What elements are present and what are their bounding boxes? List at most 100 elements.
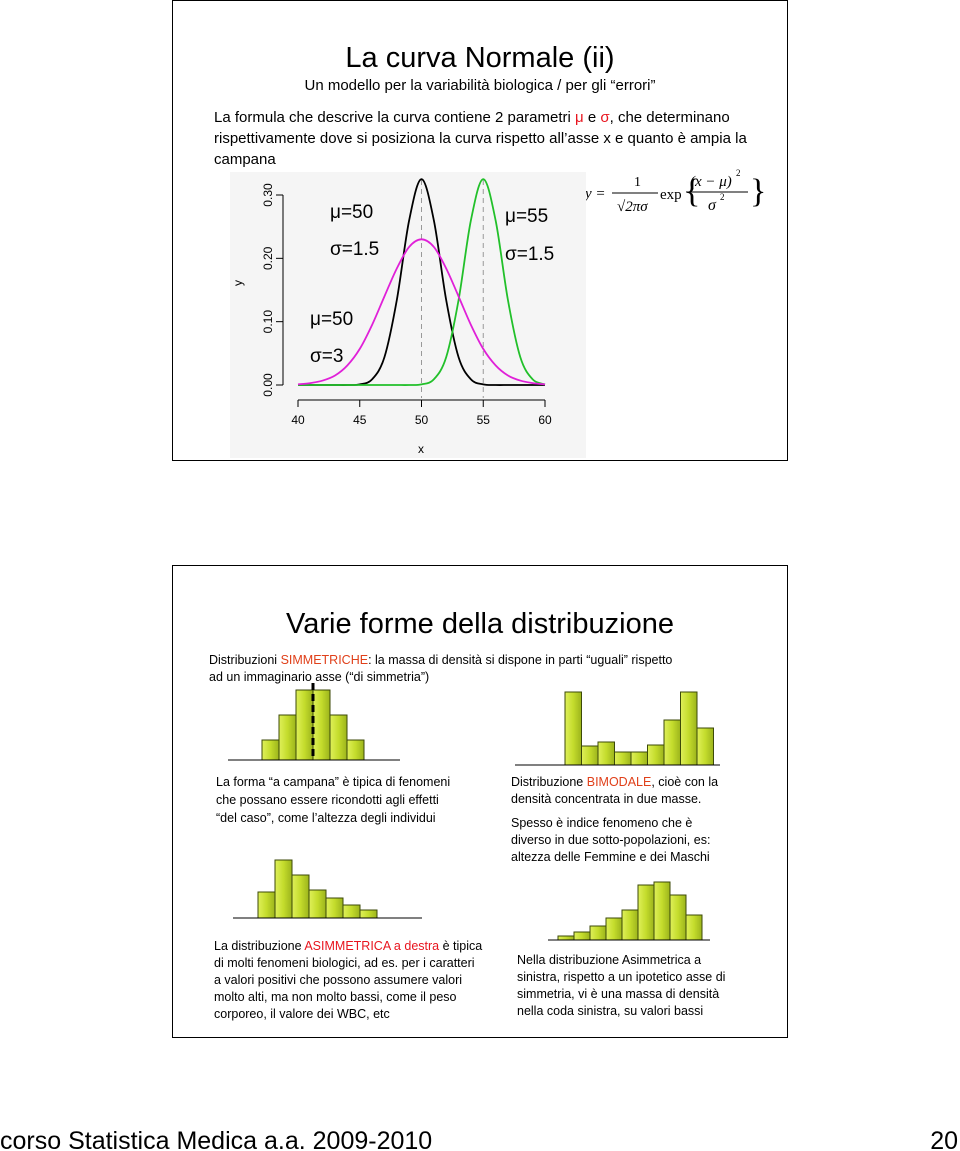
text-run: rispettivamente dove si posiziona la cur… (214, 130, 747, 147)
histogram-bar (605, 917, 623, 941)
text-line: nella coda sinistra, su valori bassi (517, 1004, 703, 1018)
histogram-bar (614, 751, 632, 766)
histogram-bar (573, 931, 591, 941)
x-tick-label: 55 (477, 413, 491, 427)
histogram-bar (680, 691, 698, 766)
highlight: ASIMMETRICA a destra (304, 939, 439, 953)
formula-denominator: √2πσ (617, 199, 648, 215)
curve-annotation: μ=50 (310, 309, 353, 330)
histogram-bar (685, 914, 703, 941)
text-run: molto alti, ma non molto bassi, come il … (214, 990, 457, 1004)
x-tick-label: 50 (415, 413, 429, 427)
text-run: Distribuzione (511, 775, 587, 789)
text-block: Spesso è indice fenomeno che è diverso i… (511, 816, 714, 864)
text-line: diverso in due sotto-popolazioni, es: (511, 833, 710, 847)
text-line: corporeo, il valore dei WBC, etc (214, 1007, 390, 1021)
density-curve (298, 178, 546, 386)
y-tick-label: 0.20 (261, 246, 275, 270)
histogram-bar (564, 691, 582, 766)
text-line: a valori positivi che possono assumere v… (214, 973, 462, 987)
text-run: Distribuzioni (209, 653, 281, 667)
histogram-bar (329, 714, 348, 761)
density-curve (297, 238, 546, 386)
text-line: simmetria, vi è una massa di densità (517, 987, 719, 1001)
paragraph-line: campana (214, 151, 276, 168)
formula-power: 2 (736, 168, 741, 178)
highlight: μ (575, 109, 584, 126)
histograms (228, 689, 720, 941)
formula-function: exp (660, 187, 682, 203)
x-tick-label: 40 (291, 413, 305, 427)
brace: } (750, 173, 766, 210)
histogram-bar (557, 935, 575, 941)
slide-subtitle: Un modello per la variabilità biologica … (305, 77, 656, 94)
y-tick-label: 0.30 (261, 183, 275, 207)
y-tick-label: 0.00 (261, 373, 275, 397)
histogram-bar (669, 894, 687, 941)
curve-annotation: σ=1.5 (330, 239, 379, 260)
histogram-bar (653, 881, 671, 941)
histogram-bar (325, 897, 344, 919)
histogram-bar (621, 909, 639, 941)
text-run: corporeo, il valore dei WBC, etc (214, 1007, 390, 1021)
text-run: La distribuzione (214, 939, 304, 953)
footer-page-number: 20 (930, 1127, 958, 1151)
histogram-bar (696, 727, 714, 766)
slide-title: La curva Normale (ii) (345, 42, 614, 74)
histogram-bar (581, 745, 599, 766)
text-line: densità concentrata in due masse. (511, 792, 701, 806)
text-line: La forma “a campana” è tipica di fenomen… (216, 775, 450, 789)
histogram-bar (663, 719, 681, 766)
y-axis-label: y (231, 280, 245, 286)
text-run: e (584, 109, 601, 126)
formula-power: 2 (720, 192, 725, 202)
text-block: La forma “a campana” è tipica di fenomen… (216, 775, 454, 825)
text-run: di molti fenomeni biologici, ad es. per … (214, 956, 475, 970)
curve-annotation: μ=50 (330, 202, 373, 223)
text-run: ad un immaginario asse (“di simmetria”) (209, 670, 429, 684)
histogram-bar (257, 891, 276, 919)
text-block: Nella distribuzione Asimmetrica a sinist… (517, 953, 729, 1018)
text-line: che possano essere ricondotti agli effet… (216, 793, 439, 807)
histogram-bar (346, 739, 365, 761)
formula: y = 1 √2πσ exp { (x − μ) 2 σ 2 } (583, 168, 766, 215)
paragraph-line: La formula che descrive la curva contien… (214, 109, 730, 126)
footer-left: corso Statistica Medica a.a. 2009-2010 (0, 1127, 432, 1151)
histogram-bar (308, 889, 327, 919)
slide-title: Varie forme della distribuzione (286, 608, 674, 640)
text-run: La formula che descrive la curva contien… (214, 109, 575, 126)
text-line: Nella distribuzione Asimmetrica a (517, 953, 701, 967)
curve-annotation: μ=55 (505, 206, 548, 227)
text-run: campana (214, 151, 276, 168)
formula-numerator: 1 (634, 175, 641, 190)
x-tick-label: 60 (538, 413, 552, 427)
histogram-bar (274, 859, 293, 919)
text-run: : la massa di densità si dispone in part… (368, 653, 672, 667)
text-run: , cioè con la (651, 775, 718, 789)
text-line: La distribuzione ASIMMETRICA a destra è … (214, 939, 482, 953)
histogram-bar (312, 689, 331, 761)
formula-exp-denominator: σ (708, 197, 717, 214)
histogram-bar (589, 925, 607, 941)
text-run: , che determinano (610, 109, 730, 126)
text-run: densità concentrata in due masse. (511, 792, 701, 806)
text-line: Spesso è indice fenomeno che è (511, 816, 692, 830)
text-line: altezza delle Femmine e dei Maschi (511, 850, 710, 864)
histogram-bar (647, 744, 665, 766)
text-line: “del caso”, come l’altezza degli individ… (216, 811, 436, 825)
slide-frame (172, 565, 788, 1038)
highlight: SIMMETRICHE (281, 653, 369, 667)
paragraph-line: rispettivamente dove si posiziona la cur… (214, 130, 747, 147)
intro-line: ad un immaginario asse (“di simmetria”) (209, 670, 429, 684)
histogram-bar (278, 714, 297, 761)
histogram-bar (295, 689, 314, 761)
text-line: Distribuzione BIMODALE, cioè con la (511, 775, 718, 789)
histogram-bar (342, 904, 361, 919)
formula-lhs: y = (583, 186, 606, 202)
highlight: BIMODALE (587, 775, 652, 789)
histogram-bar (359, 909, 378, 919)
text-line: sinistra, rispetto a un ipotetico asse d… (517, 970, 725, 984)
histogram-bar (597, 741, 615, 766)
text-line: molto alti, ma non molto bassi, come il … (214, 990, 457, 1004)
